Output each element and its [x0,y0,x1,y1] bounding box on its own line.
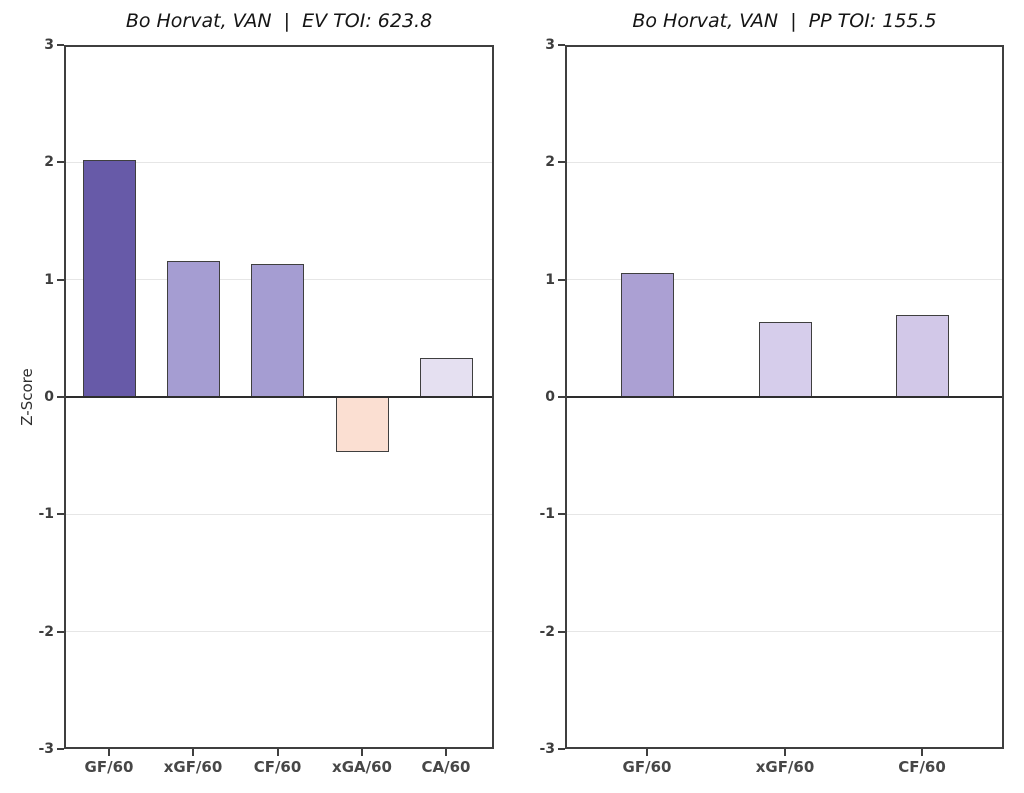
x-axis-tick [445,749,447,756]
x-axis-tick [646,749,648,756]
y-tick-label: -2 [38,623,54,640]
ev-panel-title: Bo Horvat, VAN | EV TOI: 623.8 [125,10,433,32]
y-axis-tick [558,748,565,750]
bar-ca60 [419,358,473,397]
grid-line [565,279,1004,281]
y-axis-tick [57,748,64,750]
grid-line [64,161,494,163]
bar-gf60 [82,159,136,397]
y-axis-tick [57,44,64,46]
y-tick-label: -3 [539,741,555,757]
y-tick-label: 1 [44,271,54,288]
x-tick-label: GF/60 [622,758,672,776]
y-axis-tick [558,630,565,633]
x-tick-label: GF/60 [84,758,134,776]
x-axis-tick [921,749,923,756]
x-tick-label: xGF/60 [163,758,223,776]
x-tick-label: xGA/60 [332,758,392,776]
x-tick-label: CA/60 [421,758,471,776]
y-axis-tick [558,513,565,516]
y-axis-tick [558,278,565,281]
y-tick-label: -1 [38,506,54,523]
y-axis-tick [57,161,64,164]
y-tick-label: 0 [545,389,555,405]
x-axis-tick [276,749,279,756]
grid-line [64,513,494,515]
y-tick-label: 0 [44,389,54,405]
zero-line [64,396,494,398]
bar-cf60 [251,264,304,397]
bar-gf60 [620,272,674,397]
x-tick-label: xGF/60 [755,758,815,776]
y-tick-label: 2 [44,154,54,171]
x-tick-label: CF/60 [898,758,946,776]
y-tick-label: 3 [545,37,555,53]
pp-panel-title: Bo Horvat, VAN | PP TOI: 155.5 [632,10,937,32]
zero-line [565,396,1004,398]
y-axis-tick [57,396,64,398]
x-axis-tick [361,749,363,756]
y-tick-label: 3 [44,37,54,53]
y-axis-tick [57,513,64,516]
x-axis-tick [192,749,194,756]
y-tick-label: 1 [545,271,555,288]
y-tick-label: -3 [38,741,54,757]
grid-line [565,513,1004,515]
bar-cf60 [895,314,949,397]
x-axis-tick [784,749,786,756]
y-tick-label: 2 [545,154,555,171]
y-axis-tick [558,161,565,164]
grid-line [64,631,494,633]
bar-xga60 [335,397,389,453]
y-tick-label: -1 [539,506,555,523]
x-tick-label: CF/60 [253,758,302,776]
grid-line [565,631,1004,633]
bar-xgf60 [166,260,220,397]
grid-line [565,161,1004,163]
x-axis-tick [108,749,110,756]
y-axis-tick [558,44,565,46]
y-axis-tick [558,396,565,398]
y-tick-label: -2 [539,623,555,640]
bar-xgf60 [758,321,812,397]
y-axis-tick [57,278,64,281]
y-axis-tick [57,630,64,633]
